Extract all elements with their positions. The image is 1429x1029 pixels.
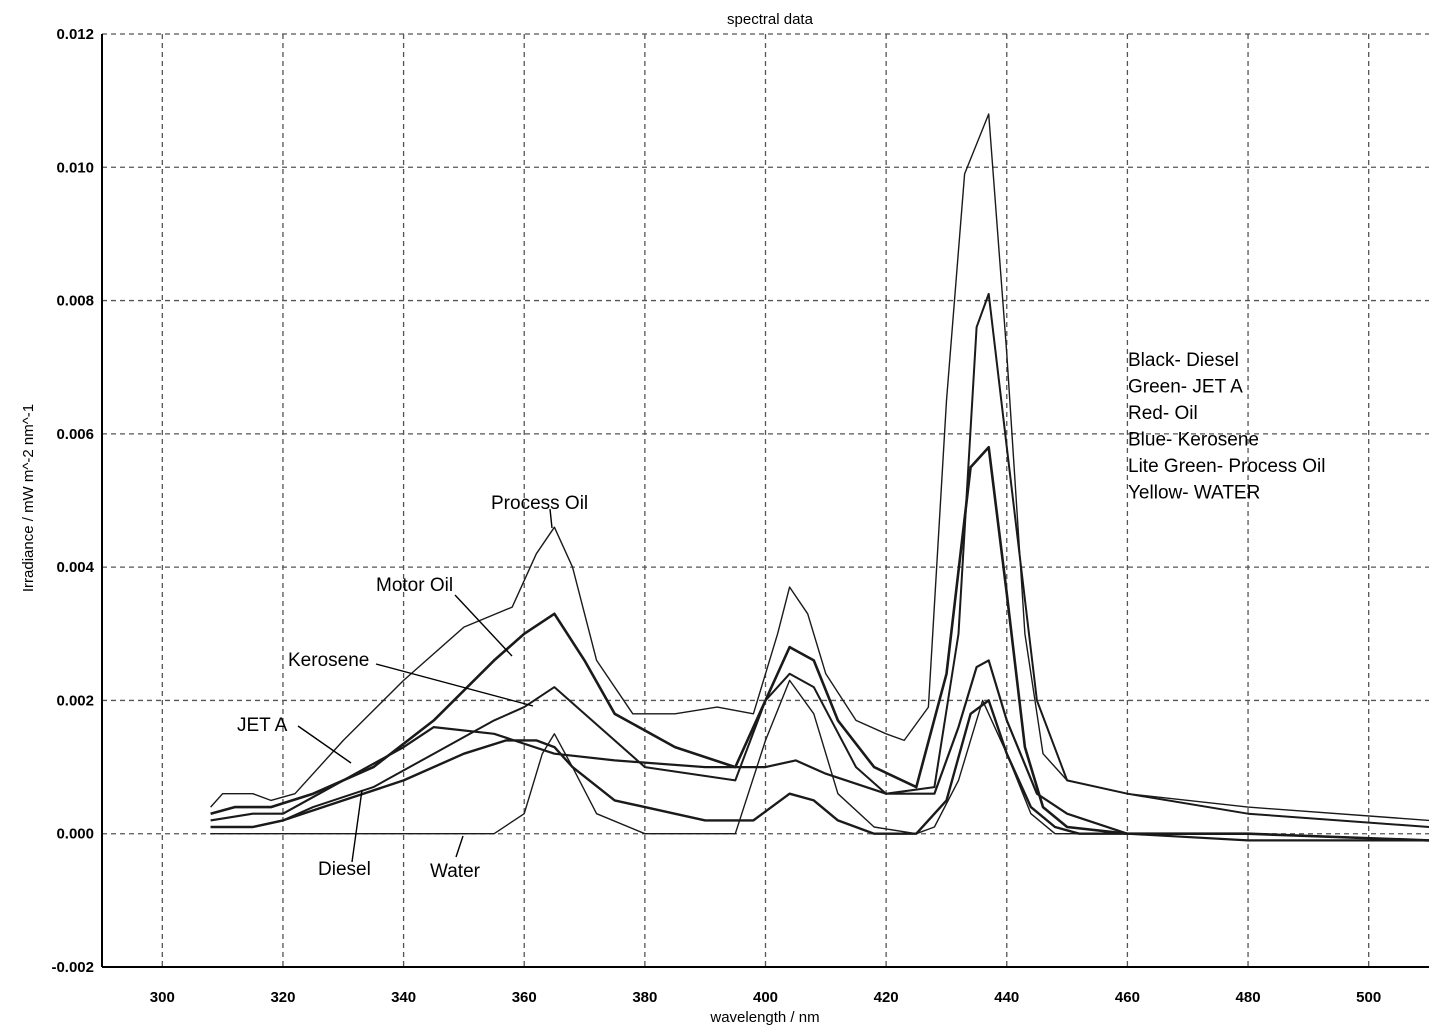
series-line-motor-oil — [210, 445, 1429, 842]
y-tick-label: 0.004 — [56, 559, 94, 576]
x-tick-label: 420 — [874, 989, 899, 1006]
series-line-water — [210, 679, 1188, 835]
legend-entry: Black- Diesel — [1128, 350, 1239, 371]
legend-entry: Red- Oil — [1128, 403, 1198, 424]
legend-entry: Yellow- WATER — [1128, 483, 1260, 504]
annotation-leader-line — [455, 835, 464, 858]
series-line-diesel — [210, 699, 1188, 835]
series-line-kerosene — [210, 292, 1429, 828]
x-tick-label: 440 — [994, 989, 1019, 1006]
x-tick-label: 460 — [1115, 989, 1140, 1006]
annotation-motor-oil: Motor Oil — [376, 575, 453, 596]
series-lines — [210, 113, 1429, 842]
x-tick-label: 480 — [1236, 989, 1261, 1006]
annotation-leader-line — [375, 663, 534, 707]
annotation-leader-line — [351, 789, 363, 863]
x-tick-label: 320 — [270, 989, 295, 1006]
x-tick-labels: 300 320 340 360 380 400 420 440 460 480 500 — [150, 989, 1381, 1006]
x-tick-label: 380 — [632, 989, 657, 1006]
x-tick-label: 400 — [753, 989, 778, 1006]
annotation-leader-line — [297, 725, 352, 764]
y-tick-label: 0.010 — [56, 159, 94, 176]
legend-entry: Lite Green- Process Oil — [1128, 456, 1325, 477]
series-line-process-oil — [210, 113, 1429, 822]
y-tick-label: -0.002 — [51, 959, 94, 976]
legend-entry: Green- JET A — [1128, 377, 1243, 398]
x-axis-label: wavelength / nm — [709, 1009, 819, 1026]
y-tick-label: 0.000 — [56, 826, 94, 843]
y-tick-label: 0.002 — [56, 692, 94, 709]
annotation-leader-line — [549, 508, 553, 529]
annotation-kerosene: Kerosene — [288, 650, 369, 671]
chart-title: spectral data — [727, 11, 814, 28]
annotation-leader-line — [454, 594, 513, 657]
annotation-water: Water — [430, 861, 481, 882]
y-tick-label: 0.008 — [56, 293, 94, 310]
y-tick-labels: -0.002 0.000 0.002 0.004 0.006 0.008 0.010 0.01… — [51, 26, 94, 976]
annotation-process-oil: Process Oil — [491, 493, 588, 514]
x-tick-label: 500 — [1356, 989, 1381, 1006]
legend: Black- Diesel Green- JET A Red- Oil Blue- K… — [1128, 350, 1325, 504]
annotations: Process Oil Motor Oil Kerosene JET A Diesel W… — [237, 493, 588, 882]
x-tick-label: 340 — [391, 989, 416, 1006]
y-tick-label: 0.012 — [56, 26, 94, 43]
annotation-jet-a: JET A — [237, 715, 288, 736]
x-tick-label: 360 — [512, 989, 537, 1006]
y-tick-label: 0.006 — [56, 426, 94, 443]
x-tick-label: 300 — [150, 989, 175, 1006]
annotation-diesel: Diesel — [318, 859, 371, 880]
series-line-jet-a — [210, 659, 1429, 842]
y-axis-label: Irradiance / mW m^-2 nm^-1 — [20, 404, 37, 592]
axes — [101, 34, 1429, 968]
legend-entry: Blue- Kerosene — [1128, 430, 1259, 451]
